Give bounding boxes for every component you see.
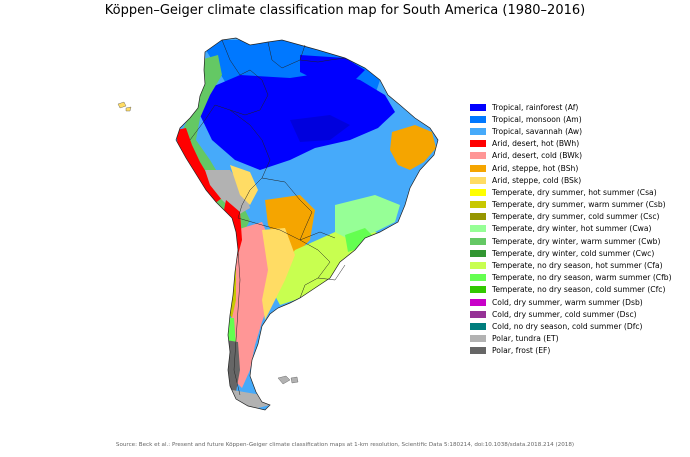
legend-label: Temperate, no dry season, warm summer (C… [492, 273, 672, 283]
legend-label: Arid, desert, cold (BWk) [492, 151, 583, 161]
legend-label: Temperate, dry summer, warm summer (Csb) [492, 200, 666, 210]
legend-item: Tropical, monsoon (Am) [470, 113, 685, 125]
legend-item: Temperate, no dry season, hot summer (Cf… [470, 259, 685, 271]
legend-swatch [470, 249, 486, 257]
legend-label: Temperate, dry summer, hot summer (Csa) [492, 187, 657, 197]
legend-label: Temperate, dry summer, cold summer (Csc) [492, 212, 660, 222]
legend-label: Temperate, dry winter, cold summer (Cwc) [492, 248, 655, 258]
legend-swatch [470, 335, 486, 343]
legend-swatch [470, 213, 486, 221]
legend-swatch [470, 103, 486, 111]
legend-label: Cold, dry summer, warm summer (Dsb) [492, 297, 643, 307]
legend-item: Temperate, dry winter, warm summer (Cwb) [470, 235, 685, 247]
legend-item: Temperate, no dry season, cold summer (C… [470, 284, 685, 296]
legend-item: Temperate, dry winter, cold summer (Cwc) [470, 247, 685, 259]
legend-item: Arid, steppe, cold (BSk) [470, 174, 685, 186]
legend-label: Arid, steppe, hot (BSh) [492, 163, 579, 173]
legend-swatch [470, 322, 486, 330]
legend-item: Polar, tundra (ET) [470, 333, 685, 345]
legend-label: Tropical, rainforest (Af) [492, 102, 579, 112]
legend-item: Polar, frost (EF) [470, 345, 685, 357]
legend-swatch [470, 298, 486, 306]
legend-item: Cold, dry summer, warm summer (Dsb) [470, 296, 685, 308]
legend-swatch [470, 164, 486, 172]
legend-label: Temperate, dry winter, hot summer (Cwa) [492, 224, 652, 234]
legend-item: Temperate, no dry season, warm summer (C… [470, 272, 685, 284]
map-title: Köppen–Geiger climate classification map… [104, 3, 586, 18]
legend-swatch [470, 225, 486, 233]
legend-swatch [470, 201, 486, 209]
legend-item: Temperate, dry summer, warm summer (Csb) [470, 199, 685, 211]
legend-item: Arid, desert, cold (BWk) [470, 150, 685, 162]
legend-label: Cold, no dry season, cold summer (Dfc) [492, 321, 643, 331]
legend-item: Tropical, savannah (Aw) [470, 125, 685, 137]
legend-label: Cold, dry summer, cold summer (Dsc) [492, 309, 637, 319]
legend-item: Tropical, rainforest (Af) [470, 101, 685, 113]
legend-item: Temperate, dry summer, hot summer (Csa) [470, 186, 685, 198]
legend-item: Cold, no dry season, cold summer (Dfc) [470, 320, 685, 332]
legend-label: Tropical, monsoon (Am) [492, 114, 582, 124]
legend-swatch [470, 127, 486, 135]
legend-swatch [470, 152, 486, 160]
legend-label: Polar, frost (EF) [492, 346, 551, 356]
legend-swatch [470, 115, 486, 123]
legend-swatch [470, 140, 486, 148]
legend-swatch [470, 310, 486, 318]
legend-swatch [470, 176, 486, 184]
legend-item: Arid, steppe, hot (BSh) [470, 162, 685, 174]
legend-label: Polar, tundra (ET) [492, 334, 559, 344]
legend-swatch [470, 262, 486, 270]
legend-item: Cold, dry summer, cold summer (Dsc) [470, 308, 685, 320]
legend-item: Temperate, dry winter, hot summer (Cwa) [470, 223, 685, 235]
legend-label: Temperate, no dry season, hot summer (Cf… [492, 261, 663, 271]
legend-label: Temperate, no dry season, cold summer (C… [492, 285, 666, 295]
legend-item: Arid, desert, hot (BWh) [470, 138, 685, 150]
legend-label: Tropical, savannah (Aw) [492, 126, 583, 136]
legend-label: Arid, steppe, cold (BSk) [492, 175, 582, 185]
legend-swatch [470, 347, 486, 355]
legend-label: Arid, desert, hot (BWh) [492, 139, 580, 149]
legend-swatch [470, 274, 486, 282]
legend-swatch [470, 237, 486, 245]
legend-swatch [470, 188, 486, 196]
legend: Tropical, rainforest (Af) Tropical, monso… [470, 101, 685, 357]
legend-swatch [470, 286, 486, 294]
source-note: Source: Beck et al.: Present and future … [115, 442, 575, 448]
legend-label: Temperate, dry winter, warm summer (Cwb) [492, 236, 661, 246]
legend-item: Temperate, dry summer, cold summer (Csc) [470, 211, 685, 223]
